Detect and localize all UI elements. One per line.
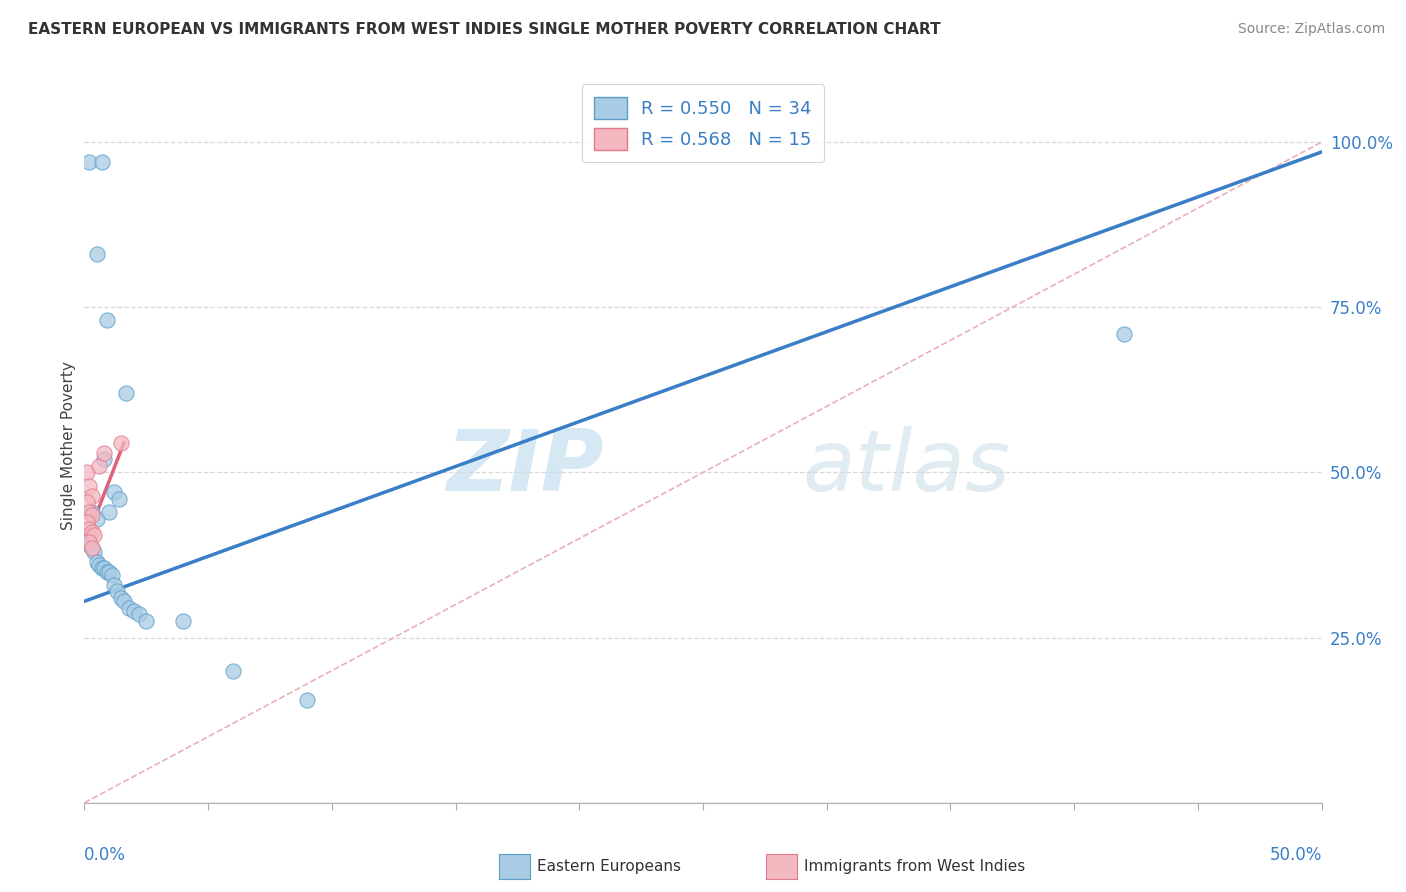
Text: Source: ZipAtlas.com: Source: ZipAtlas.com	[1237, 22, 1385, 37]
Point	[108, 491, 131, 506]
Point	[172, 614, 194, 628]
Point	[80, 524, 103, 539]
Point	[83, 545, 105, 559]
Point	[115, 386, 138, 401]
Point	[105, 584, 128, 599]
Text: atlas: atlas	[801, 425, 1010, 509]
Point	[96, 565, 118, 579]
Point	[90, 154, 112, 169]
Point	[86, 511, 108, 525]
Point	[79, 534, 101, 549]
Text: 50.0%: 50.0%	[1270, 846, 1322, 863]
Point	[135, 614, 157, 628]
Point	[79, 154, 101, 169]
Point	[86, 247, 108, 261]
Point	[79, 505, 101, 519]
Point	[93, 445, 115, 459]
Point	[80, 508, 103, 523]
Point	[79, 478, 101, 492]
Point	[1112, 326, 1135, 341]
Point	[89, 458, 111, 473]
Point	[112, 594, 135, 608]
Point	[90, 561, 112, 575]
Point	[89, 558, 111, 572]
Point	[98, 565, 121, 579]
Point	[110, 591, 132, 605]
Point	[118, 600, 141, 615]
Point	[295, 693, 318, 707]
Point	[128, 607, 150, 622]
Text: Immigrants from West Indies: Immigrants from West Indies	[804, 859, 1025, 873]
Point	[93, 561, 115, 575]
Text: ZIP: ZIP	[446, 425, 605, 509]
Point	[83, 528, 105, 542]
Point	[80, 505, 103, 519]
Point	[96, 313, 118, 327]
Text: 0.0%: 0.0%	[84, 846, 127, 863]
Point	[79, 538, 101, 552]
Point	[110, 435, 132, 450]
Point	[76, 466, 98, 480]
Point	[76, 532, 98, 546]
Point	[222, 664, 245, 678]
Point	[103, 485, 125, 500]
Point	[122, 604, 145, 618]
Point	[79, 522, 101, 536]
Point	[80, 489, 103, 503]
Point	[76, 495, 98, 509]
Text: Eastern Europeans: Eastern Europeans	[537, 859, 681, 873]
Point	[86, 555, 108, 569]
Point	[80, 541, 103, 556]
Point	[93, 452, 115, 467]
Text: EASTERN EUROPEAN VS IMMIGRANTS FROM WEST INDIES SINGLE MOTHER POVERTY CORRELATIO: EASTERN EUROPEAN VS IMMIGRANTS FROM WEST…	[28, 22, 941, 37]
Y-axis label: Single Mother Poverty: Single Mother Poverty	[60, 361, 76, 531]
Point	[76, 515, 98, 529]
Point	[100, 567, 122, 582]
Point	[80, 541, 103, 556]
Point	[103, 578, 125, 592]
Legend: R = 0.550   N = 34, R = 0.568   N = 15: R = 0.550 N = 34, R = 0.568 N = 15	[582, 84, 824, 162]
Point	[98, 505, 121, 519]
